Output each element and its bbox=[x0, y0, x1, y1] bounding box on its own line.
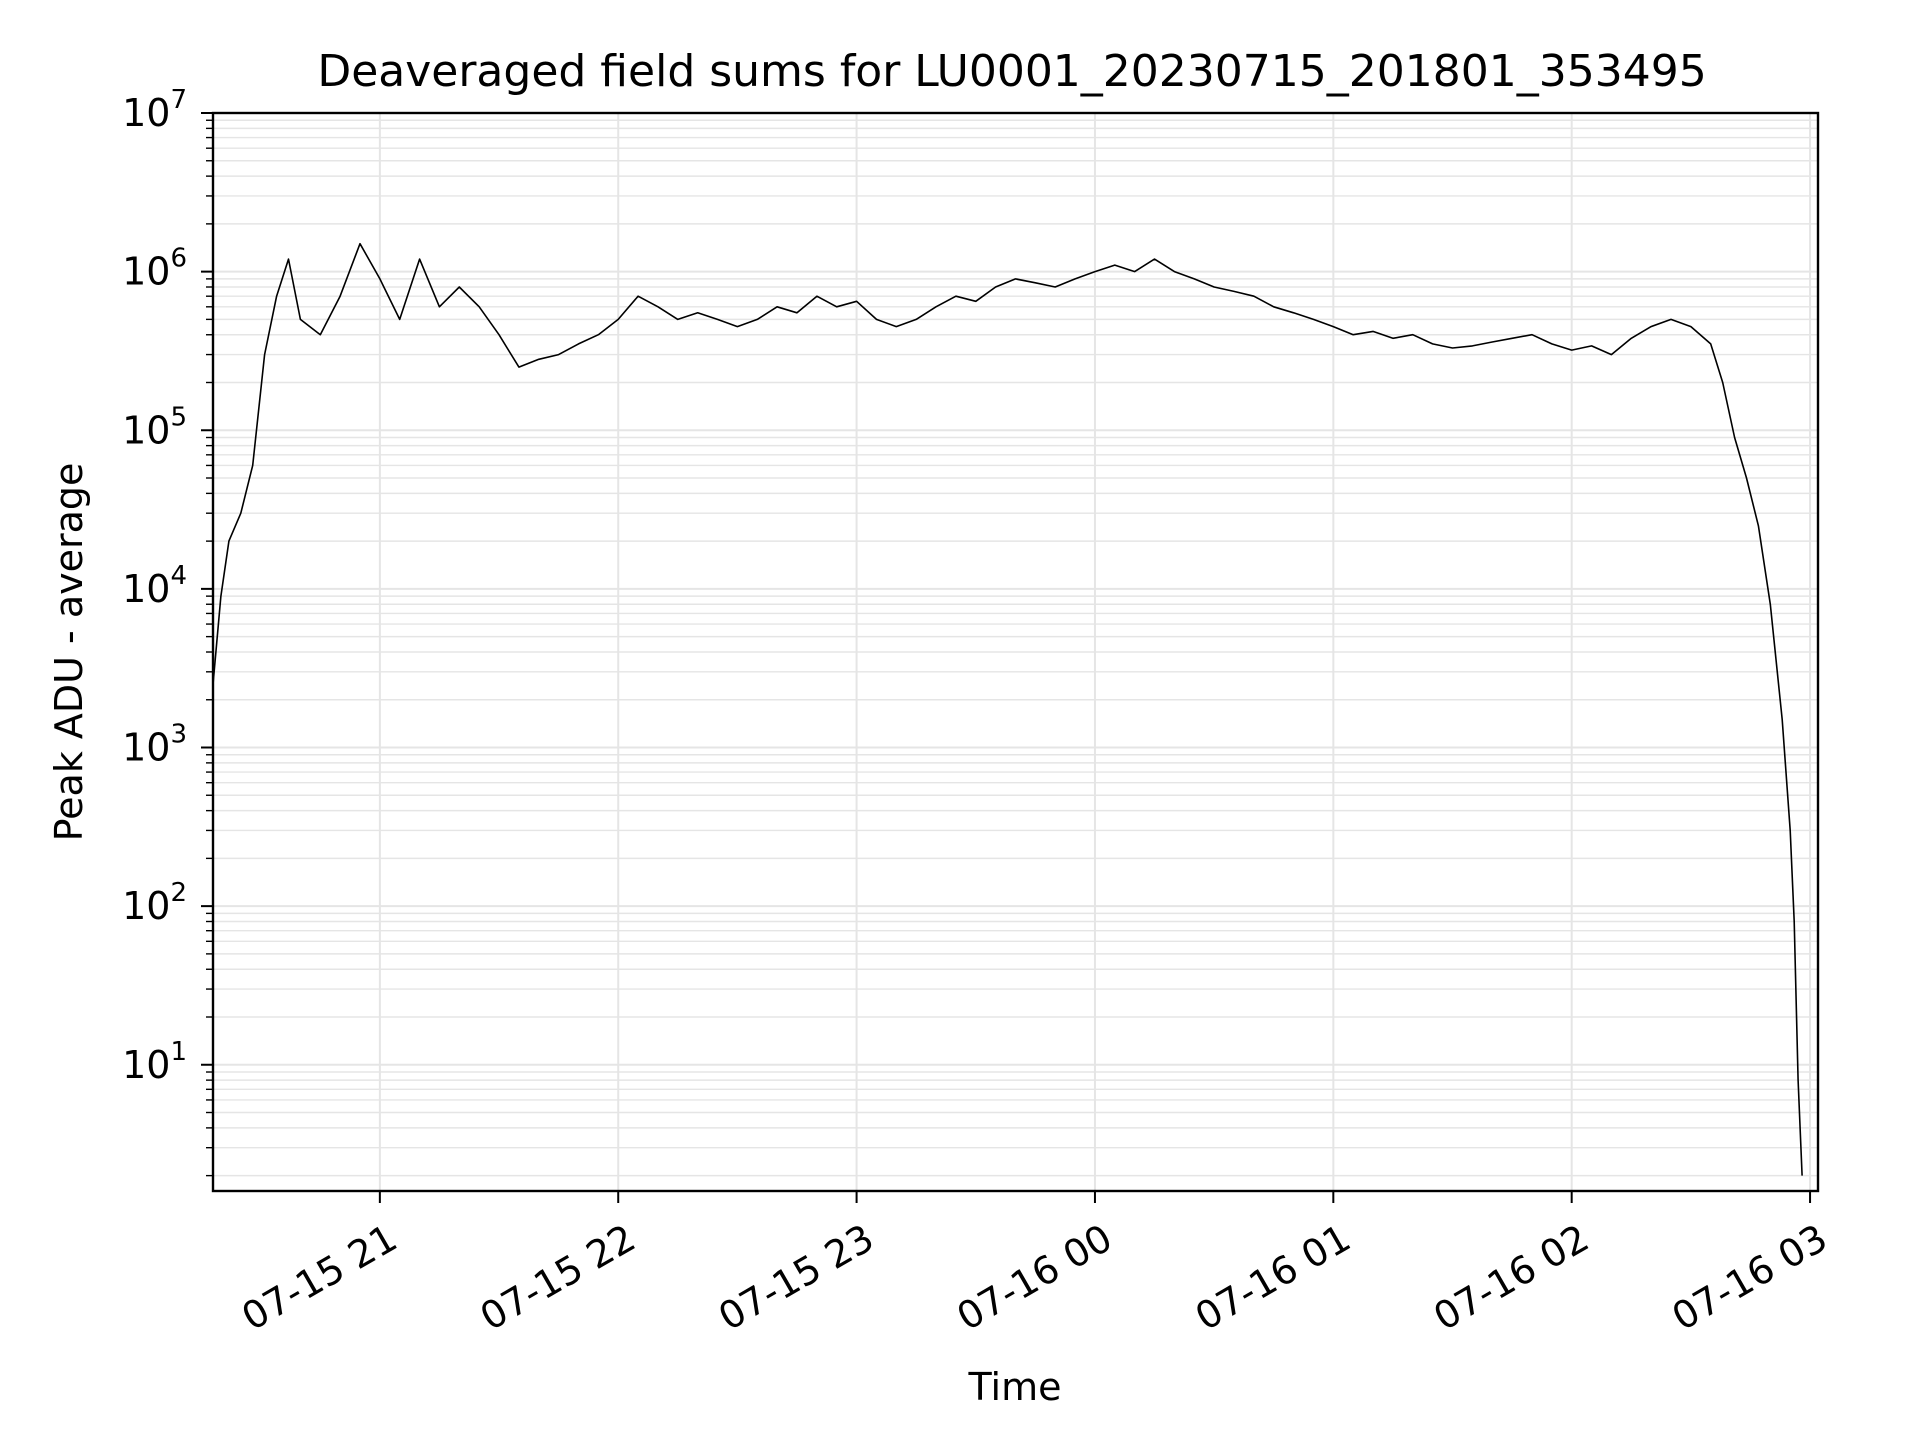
y-tick-label: 106 bbox=[122, 244, 187, 294]
chart-title: Deaveraged field sums for LU0001_2023071… bbox=[317, 46, 1706, 97]
grid bbox=[213, 112, 1818, 1191]
y-tick-label: 105 bbox=[122, 402, 187, 452]
y-tick-label: 101 bbox=[122, 1037, 187, 1087]
x-axis-label: Time bbox=[968, 1365, 1062, 1409]
y-tick-label: 107 bbox=[122, 85, 187, 135]
series-layer bbox=[212, 242, 1803, 1176]
y-tick-label: 104 bbox=[122, 561, 187, 611]
y-axis-label: Peak ADU - average bbox=[47, 463, 91, 842]
y-tick-label: 102 bbox=[122, 878, 187, 928]
series-line bbox=[212, 242, 1803, 1176]
y-axis: 101 102 103 104 105 106 107 bbox=[122, 85, 213, 1177]
y-tick-label: 103 bbox=[122, 720, 187, 770]
